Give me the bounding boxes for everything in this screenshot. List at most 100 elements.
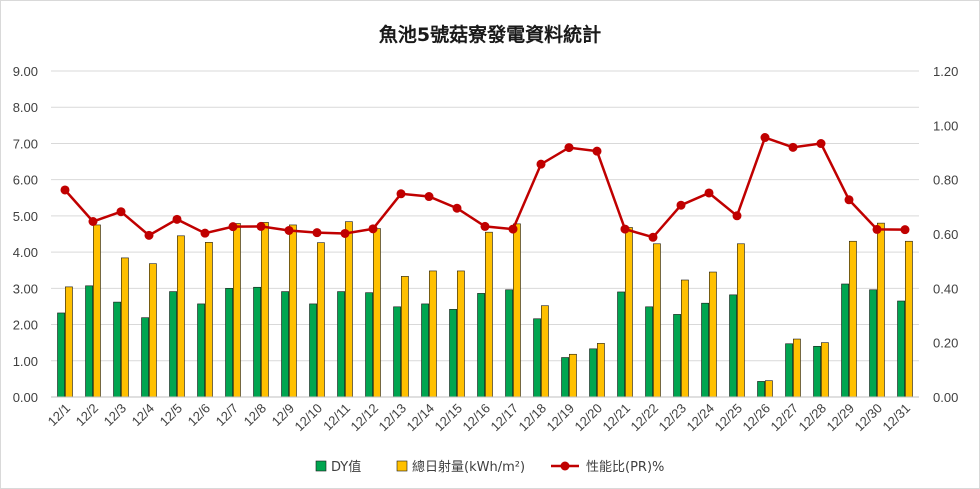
legend-swatch-dy <box>315 460 327 472</box>
x-tick-label: 12/5 <box>157 401 186 430</box>
x-tick-label: 12/15 <box>432 401 466 435</box>
bar-irradiance <box>316 242 325 398</box>
x-tick-label: 12/8 <box>241 401 270 430</box>
bar-dy-value <box>365 292 373 398</box>
bar-irradiance <box>596 343 605 398</box>
pr-marker <box>424 192 434 202</box>
x-tick-label: 12/11 <box>320 401 353 434</box>
bar-irradiance <box>428 270 437 398</box>
bar-dy-value <box>533 318 541 398</box>
bar-dy-value <box>785 343 793 398</box>
x-tick-label: 12/29 <box>824 401 858 435</box>
bar-irradiance <box>344 221 353 398</box>
bar-irradiance <box>512 223 521 398</box>
bar-dy-value <box>757 381 765 398</box>
x-tick-label: 12/22 <box>628 401 662 435</box>
bar-dy-value <box>85 285 93 398</box>
pr-marker <box>60 185 70 195</box>
x-tick-label: 12/26 <box>740 401 774 435</box>
y-left-tick-label: 8.00 <box>13 100 38 115</box>
legend-marker-pr <box>560 461 570 471</box>
bar-dy-value <box>281 291 289 398</box>
bar-dy-value <box>869 289 877 398</box>
bar-irradiance <box>288 224 297 398</box>
bar-irradiance <box>904 240 913 398</box>
bar-irradiance <box>260 222 269 398</box>
bar-irradiance <box>372 228 381 398</box>
bar-dy-value <box>561 357 569 398</box>
pr-marker <box>172 214 182 224</box>
x-tick-label: 12/7 <box>213 401 242 430</box>
pr-marker <box>648 232 658 242</box>
bar-irradiance <box>149 263 157 398</box>
bar-irradiance <box>484 231 493 398</box>
pr-marker <box>200 228 210 238</box>
bar-dy-value <box>253 286 261 398</box>
bar-dy-value <box>589 348 597 398</box>
bar-dy-value <box>841 283 849 398</box>
bar-irradiance <box>400 276 409 398</box>
bar-irradiance <box>708 271 717 398</box>
y-right-tick-label: 0.00 <box>933 390 958 405</box>
pr-marker <box>592 146 602 156</box>
bar-irradiance <box>456 270 465 398</box>
pr-marker <box>312 228 322 238</box>
x-tick-label: 12/20 <box>572 401 606 435</box>
x-tick-label: 12/21 <box>600 401 634 435</box>
pr-marker <box>844 195 854 205</box>
y-left-tick-label: 1.00 <box>13 354 38 369</box>
y-right-tick-label: 0.60 <box>933 227 958 242</box>
bar-dy-value <box>729 294 737 398</box>
bar-dy-value <box>393 306 401 398</box>
y-left-tick-label: 3.00 <box>13 281 38 296</box>
y-left-tick-label: 0.00 <box>13 390 38 405</box>
x-tick-label: 12/23 <box>656 401 690 435</box>
bar-dy-value <box>197 303 205 398</box>
bar-dy-value <box>309 303 317 398</box>
bar-irradiance <box>736 243 745 398</box>
x-tick-label: 12/14 <box>404 401 438 435</box>
bar-irradiance <box>121 257 129 398</box>
y-right-tick-label: 1.20 <box>933 64 958 79</box>
x-tick-label: 12/6 <box>185 401 214 430</box>
x-tick-label: 12/1 <box>45 401 74 430</box>
x-tick-label: 12/27 <box>768 401 802 435</box>
bar-irradiance <box>792 338 801 398</box>
x-tick-label: 12/18 <box>516 401 550 435</box>
bar-dy-value <box>701 302 709 398</box>
x-tick-label: 12/12 <box>348 401 382 435</box>
legend-swatch-irradiance <box>396 460 408 472</box>
bar-irradiance <box>764 380 773 398</box>
pr-marker <box>340 228 350 238</box>
y-right-tick-label: 1.00 <box>933 118 958 133</box>
legend-label-dy: DY值 <box>331 459 361 475</box>
bar-irradiance <box>624 227 633 398</box>
x-tick-label: 12/24 <box>684 401 718 435</box>
bar-irradiance <box>233 223 241 398</box>
pr-marker <box>256 221 266 231</box>
pr-marker <box>900 225 910 235</box>
x-tick-label: 12/19 <box>544 401 578 435</box>
x-tick-label: 12/28 <box>796 401 830 435</box>
bar-dy-value <box>337 291 345 398</box>
pr-marker <box>816 139 826 149</box>
pr-marker <box>536 159 546 169</box>
bar-dy-value <box>141 317 149 398</box>
x-tick-label: 12/3 <box>101 401 130 430</box>
pr-marker <box>508 224 518 234</box>
pr-marker <box>732 211 742 221</box>
y-left-tick-label: 9.00 <box>13 64 38 79</box>
bar-dy-value <box>645 306 653 398</box>
pr-marker <box>228 222 238 232</box>
pr-marker <box>116 207 126 217</box>
pr-marker <box>480 221 490 231</box>
y-right-tick-label: 0.20 <box>933 336 958 351</box>
bar-irradiance <box>848 240 857 398</box>
y-left-tick-label: 4.00 <box>13 245 38 260</box>
pr-marker <box>760 133 770 143</box>
bar-irradiance <box>820 342 829 398</box>
bar-irradiance <box>205 242 213 398</box>
bar-irradiance <box>652 243 661 398</box>
pr-marker <box>396 189 406 199</box>
